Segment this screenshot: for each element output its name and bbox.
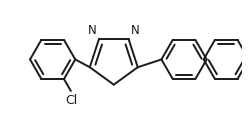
Text: N: N <box>131 24 139 37</box>
Text: Cl: Cl <box>66 94 78 107</box>
Text: N: N <box>88 24 97 37</box>
